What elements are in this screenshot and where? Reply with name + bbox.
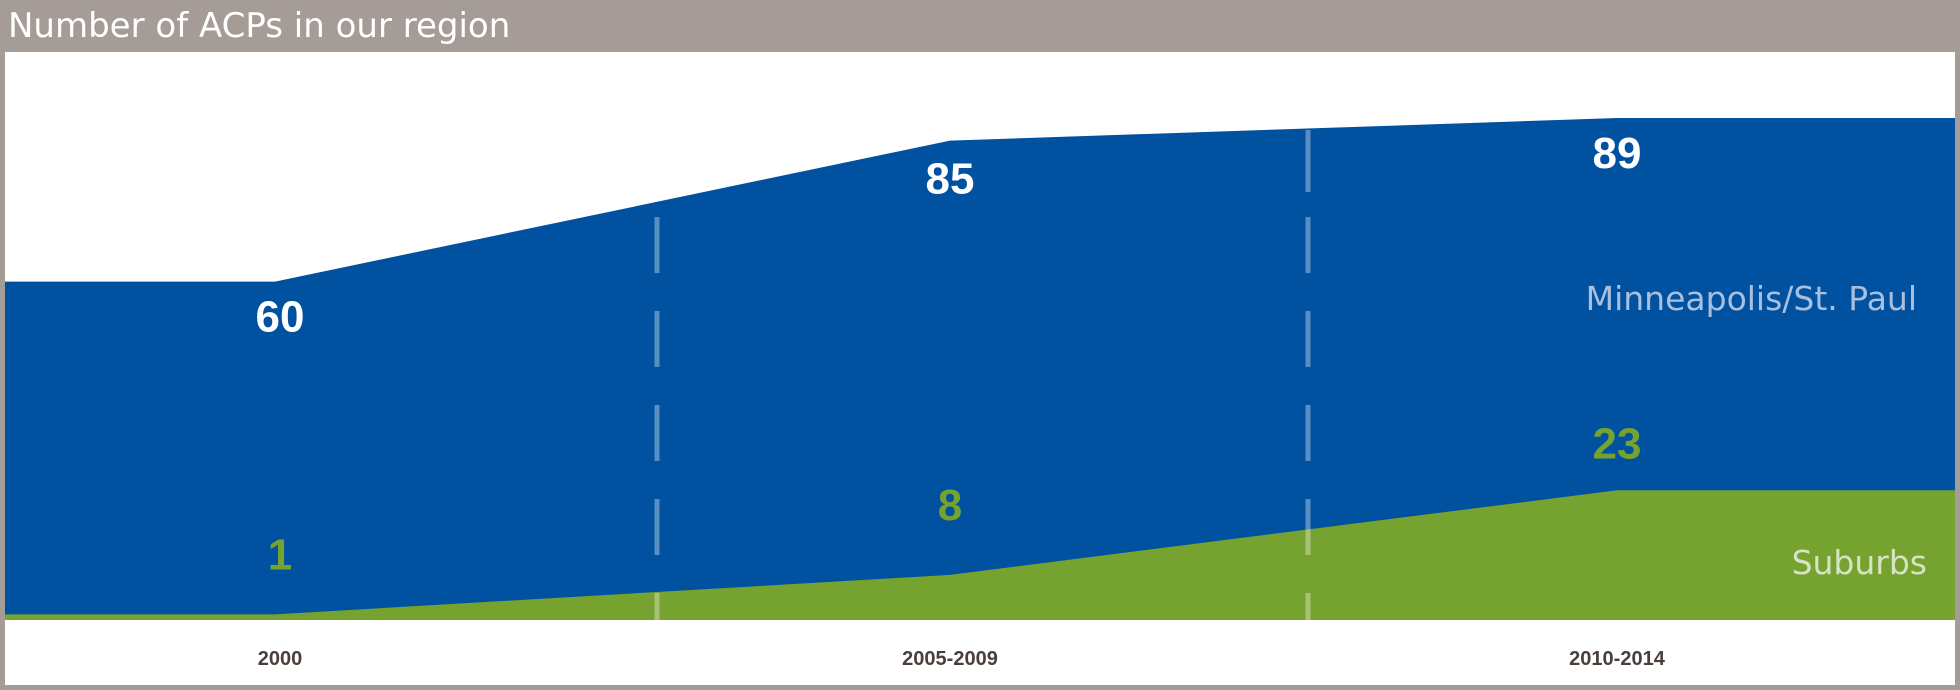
value-label-city-3: 89 bbox=[1593, 129, 1642, 178]
value-label-suburbs-2: 8 bbox=[938, 481, 962, 530]
value-label-suburbs-3: 23 bbox=[1593, 419, 1642, 468]
plot-area: 60 85 89 1 8 23 Minneapolis/St. Paul Suburbs 200… bbox=[5, 52, 1955, 685]
value-label-city-2: 85 bbox=[926, 155, 975, 204]
x-tick-label-2: 2005-2009 bbox=[902, 648, 998, 670]
x-tick-label-3: 2010-2014 bbox=[1569, 648, 1666, 670]
x-tick-label-1: 2000 bbox=[258, 648, 303, 670]
value-label-city-1: 60 bbox=[256, 293, 305, 342]
series-label-city: Minneapolis/St. Paul bbox=[1586, 279, 1917, 318]
area-chart: 60 85 89 1 8 23 Minneapolis/St. Paul Suburbs 200… bbox=[5, 118, 1955, 670]
value-label-suburbs-1: 1 bbox=[268, 530, 292, 579]
chart-title: Number of ACPs in our region bbox=[8, 6, 511, 46]
series-label-suburbs: Suburbs bbox=[1792, 543, 1927, 582]
area-city bbox=[5, 118, 1955, 620]
area-suburbs bbox=[5, 490, 1955, 620]
